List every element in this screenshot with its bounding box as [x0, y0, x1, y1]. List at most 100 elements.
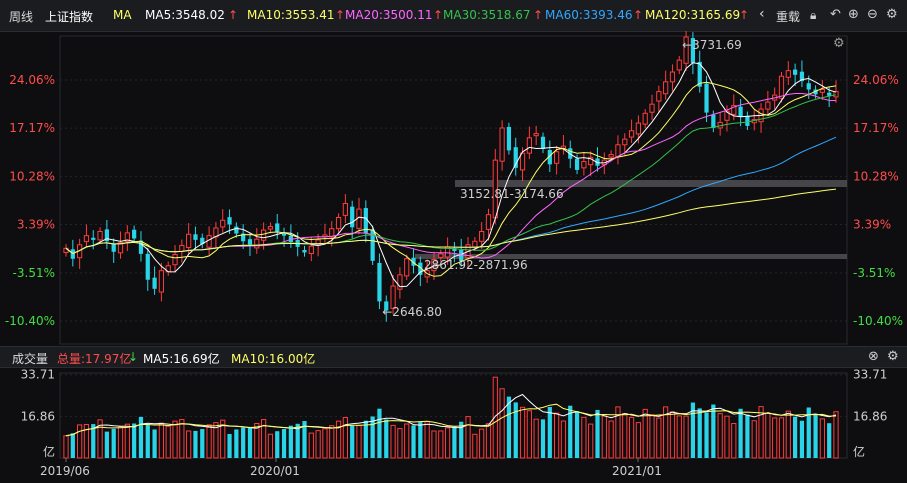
- volume-bar-up: [765, 412, 771, 459]
- panel-settings-gear-icon[interactable]: ⚙: [833, 36, 845, 51]
- volume-bar-down: [799, 420, 805, 458]
- volume-bar-down: [459, 421, 464, 458]
- volume-bar-up: [213, 422, 219, 459]
- candle-down: [200, 237, 205, 245]
- candle-up: [267, 226, 274, 230]
- candle-up: [97, 230, 103, 241]
- ma5-value: MA5:3548.02: [145, 8, 225, 22]
- volume-bar-down: [711, 404, 716, 458]
- overlay-button[interactable]: 重载: [776, 10, 801, 24]
- volume-bar-up: [628, 416, 635, 459]
- collapse-chevron-icon[interactable]: ‹: [759, 6, 765, 22]
- volume-bar-up: [404, 423, 410, 459]
- volume-bar-down: [745, 414, 750, 458]
- volume-bar-up: [206, 424, 212, 459]
- candle-down: [288, 235, 293, 242]
- volume-settings-gear-icon[interactable]: ⚙: [887, 349, 899, 364]
- candle-down: [506, 126, 512, 151]
- volume-bar-up: [97, 419, 103, 459]
- annotation-high: ←3731.69: [682, 38, 742, 52]
- candle-down: [745, 115, 750, 126]
- candle-up: [472, 240, 478, 248]
- volume-bar-down: [697, 408, 702, 458]
- volume-bar-up: [438, 430, 444, 459]
- volume-bar-down: [227, 433, 232, 458]
- candle-up: [656, 91, 662, 102]
- volume-bar-up: [833, 411, 839, 459]
- y-tick-right: -3.51%: [853, 266, 895, 280]
- annotation-low: ←2646.80: [382, 305, 442, 319]
- candle-down: [363, 208, 368, 233]
- ma60-up-arrow: ↑: [633, 8, 644, 22]
- volume-bar-down: [827, 423, 832, 458]
- volume-bar-up: [267, 433, 274, 459]
- candle-up: [628, 130, 635, 138]
- volume-bar-down: [247, 426, 253, 458]
- volume-bar-down: [377, 408, 382, 458]
- candle-up: [554, 151, 560, 164]
- lock-icon[interactable]: 🔒︎: [810, 8, 817, 22]
- candle-up: [438, 253, 444, 258]
- volume-bar-up: [172, 420, 178, 459]
- annotation-zone-lower: 2861.92-2871.96: [424, 258, 528, 272]
- volume-bar-down: [132, 423, 137, 458]
- volume-bar-up: [772, 417, 778, 459]
- candle-up: [649, 103, 655, 113]
- candle-up: [342, 203, 348, 216]
- candle-up: [83, 235, 90, 243]
- y-tick-left: -10.40%: [5, 314, 55, 328]
- volume-bar-down: [302, 421, 307, 458]
- candle-down: [806, 83, 811, 90]
- volume-chart[interactable]: 33.71 33.71 16.86 16.86 亿 亿 2019/06 2020/01 2021…: [0, 367, 907, 483]
- candle-down: [234, 226, 239, 234]
- volume-ma10-line: [65, 403, 837, 437]
- candle-down: [574, 158, 580, 170]
- candle-up: [833, 91, 839, 98]
- volume-bar-up: [676, 415, 682, 459]
- x-tick-label: 2019/06: [40, 464, 90, 478]
- zoom-out-icon[interactable]: ⊖: [867, 7, 878, 22]
- candle-down: [152, 277, 157, 289]
- y-tick-right: 10.28%: [853, 169, 899, 183]
- volume-bar-down: [234, 429, 239, 458]
- volume-bar-down: [704, 412, 709, 458]
- price-chart[interactable]: 24.06% 24.06% 17.17% 17.17% 10.28% 10.28% 3.39…: [0, 31, 907, 376]
- volume-bar-down: [91, 424, 96, 458]
- volume-bar-up: [335, 420, 342, 459]
- candle-up: [186, 233, 192, 249]
- candle-up: [819, 89, 825, 93]
- volume-bar-down: [793, 416, 798, 458]
- candle-down: [697, 61, 702, 87]
- index-name[interactable]: 上证指数: [45, 10, 94, 24]
- settings-gear-icon[interactable]: ⚙: [886, 7, 898, 22]
- candle-down: [738, 106, 743, 117]
- volume-bar-up: [683, 415, 689, 459]
- zoom-in-icon[interactable]: ⊕: [848, 7, 859, 22]
- volume-bar-down: [350, 425, 355, 458]
- volume-bar-up: [322, 428, 328, 459]
- candle-up: [485, 214, 492, 230]
- candle-up: [663, 81, 669, 95]
- period-label[interactable]: 周线: [9, 10, 34, 24]
- volume-bar-down: [241, 427, 246, 458]
- undo-icon[interactable]: ↶: [830, 7, 841, 22]
- volume-bar-up: [179, 419, 185, 459]
- candle-down: [227, 217, 232, 225]
- candle-up: [329, 228, 335, 238]
- indicator-label[interactable]: MA: [113, 8, 132, 22]
- volume-down-arrow: ↓: [128, 350, 139, 364]
- volume-bar-up: [519, 406, 526, 459]
- volume-close-icon[interactable]: ⊗: [868, 349, 879, 364]
- volume-bar-up: [124, 423, 130, 459]
- top-toolbar: 周线 上证指数 MA MA5:3548.02 ↑ MA10:3553.41 ↑ …: [0, 0, 907, 32]
- volume-bar-up: [663, 406, 669, 459]
- volume-bar-up: [479, 428, 485, 459]
- volume-bar-up: [526, 410, 532, 459]
- volume-unit-left: 亿: [43, 444, 55, 459]
- ma60-line: [65, 136, 837, 255]
- volume-bar-up: [751, 420, 757, 459]
- candle-up: [390, 285, 396, 309]
- volume-bar-up: [554, 412, 560, 459]
- volume-bar-up: [819, 418, 825, 459]
- candle-up: [315, 239, 321, 246]
